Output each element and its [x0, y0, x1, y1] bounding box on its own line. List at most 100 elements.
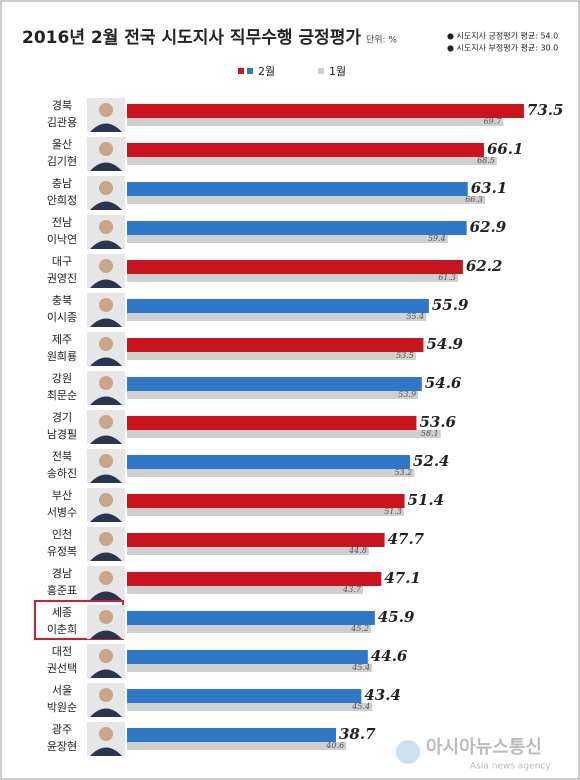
bar: [127, 377, 422, 391]
category-label: 인천: [52, 527, 72, 541]
photo-head: [99, 142, 113, 156]
photo-head: [99, 415, 113, 429]
bar: [127, 611, 375, 625]
legend-swatch: [238, 68, 244, 74]
photo-body: [90, 552, 122, 561]
bar: [127, 118, 504, 126]
value-label: 55.9: [432, 296, 469, 314]
photo-head: [99, 493, 113, 507]
bar: [127, 221, 467, 235]
photo-head: [99, 610, 113, 624]
bar: [127, 533, 385, 547]
photo-head: [99, 727, 113, 741]
category-label: 유정복: [47, 545, 77, 558]
category-label: 충북: [52, 294, 72, 307]
value-label: 54.6: [425, 374, 462, 392]
photo-body: [90, 123, 122, 132]
value-label: 47.7: [388, 530, 425, 548]
photo-head: [99, 259, 113, 273]
bar: [127, 157, 497, 165]
category-label: 서울: [52, 684, 72, 697]
photo-body: [90, 591, 122, 600]
bar: [127, 664, 373, 672]
bar: [127, 650, 368, 664]
bar: [127, 547, 369, 555]
legend-label: 1월: [329, 65, 346, 78]
category-label: 세종: [52, 606, 72, 619]
category-label: 전남: [52, 216, 72, 229]
category-label: 박원순: [47, 701, 77, 714]
category-label: 경기: [52, 411, 72, 424]
category-label: 이춘희: [47, 623, 77, 636]
bar: [127, 455, 410, 469]
value-label: 52.4: [413, 452, 450, 470]
photo-body: [90, 474, 122, 483]
category-label: 제주: [52, 333, 72, 346]
value-label: 73.5: [527, 101, 564, 119]
value-label: 38.7: [339, 725, 376, 743]
bar: [127, 572, 382, 586]
category-label: 대전: [52, 645, 72, 658]
bar: [127, 104, 524, 118]
unit: 단위: %: [366, 35, 397, 46]
photo-body: [90, 708, 122, 717]
category-label: 김기현: [47, 155, 77, 168]
value-label: 69.7: [484, 117, 503, 126]
value-label: 62.2: [466, 257, 503, 275]
category-label: 남경필: [47, 428, 77, 441]
category-label: 권선택: [47, 662, 77, 675]
watermark: 아시아뉴스통신: [426, 737, 542, 758]
category-label: 원희룡: [47, 350, 77, 363]
category-label: 안희정: [47, 194, 77, 207]
photo-body: [90, 318, 122, 327]
value-label: 51.3: [384, 507, 402, 516]
value-label: 66.3: [465, 195, 483, 204]
note: ● 시도지사 긍정평가 평균: 54.0: [447, 31, 558, 41]
value-label: 51.4: [408, 491, 445, 509]
photo-head: [99, 649, 113, 663]
photo-body: [90, 279, 122, 288]
category-label: 광주: [52, 723, 72, 736]
category-label: 권영진: [47, 272, 77, 285]
value-label: 47.1: [384, 569, 421, 587]
photo-body: [90, 630, 122, 639]
bar: [127, 182, 468, 196]
value-label: 40.6: [325, 741, 344, 750]
value-label: 61.3: [438, 273, 456, 282]
category-label: 대구: [52, 255, 72, 268]
category-label: 김관용: [47, 116, 77, 129]
bar: [127, 703, 373, 711]
category-label: 송하진: [47, 466, 77, 480]
category-label: 이시종: [47, 311, 77, 324]
category-label: 경북: [52, 99, 72, 112]
category-label: 전북: [52, 450, 72, 463]
value-label: 63.1: [471, 179, 508, 197]
legend-swatch: [247, 68, 253, 74]
bar: [127, 416, 417, 430]
value-label: 43.4: [364, 686, 401, 704]
category-label: 부산: [52, 489, 72, 502]
value-label: 53.6: [419, 413, 456, 431]
photo-head: [99, 532, 113, 546]
photo-head: [99, 103, 113, 117]
photo-body: [90, 396, 122, 405]
watermark-logo: [396, 740, 420, 764]
value-label: 53.5: [396, 351, 414, 360]
legend-swatch: [318, 68, 324, 74]
photo-head: [99, 571, 113, 585]
value-label: 44.8: [348, 546, 367, 555]
note: ● 시도지사 부정평가 평균: 30.0: [447, 43, 558, 53]
category-label: 강원: [52, 372, 72, 385]
bar: [127, 742, 347, 750]
bar: [127, 391, 419, 399]
bar: [127, 143, 484, 157]
bar: [127, 586, 363, 594]
category-label: 충남: [52, 177, 72, 190]
value-label: 45.9: [378, 608, 415, 626]
bar: [127, 508, 405, 516]
photo-body: [90, 240, 122, 249]
value-label: 68.5: [477, 156, 495, 165]
value-label: 45.4: [351, 663, 370, 672]
